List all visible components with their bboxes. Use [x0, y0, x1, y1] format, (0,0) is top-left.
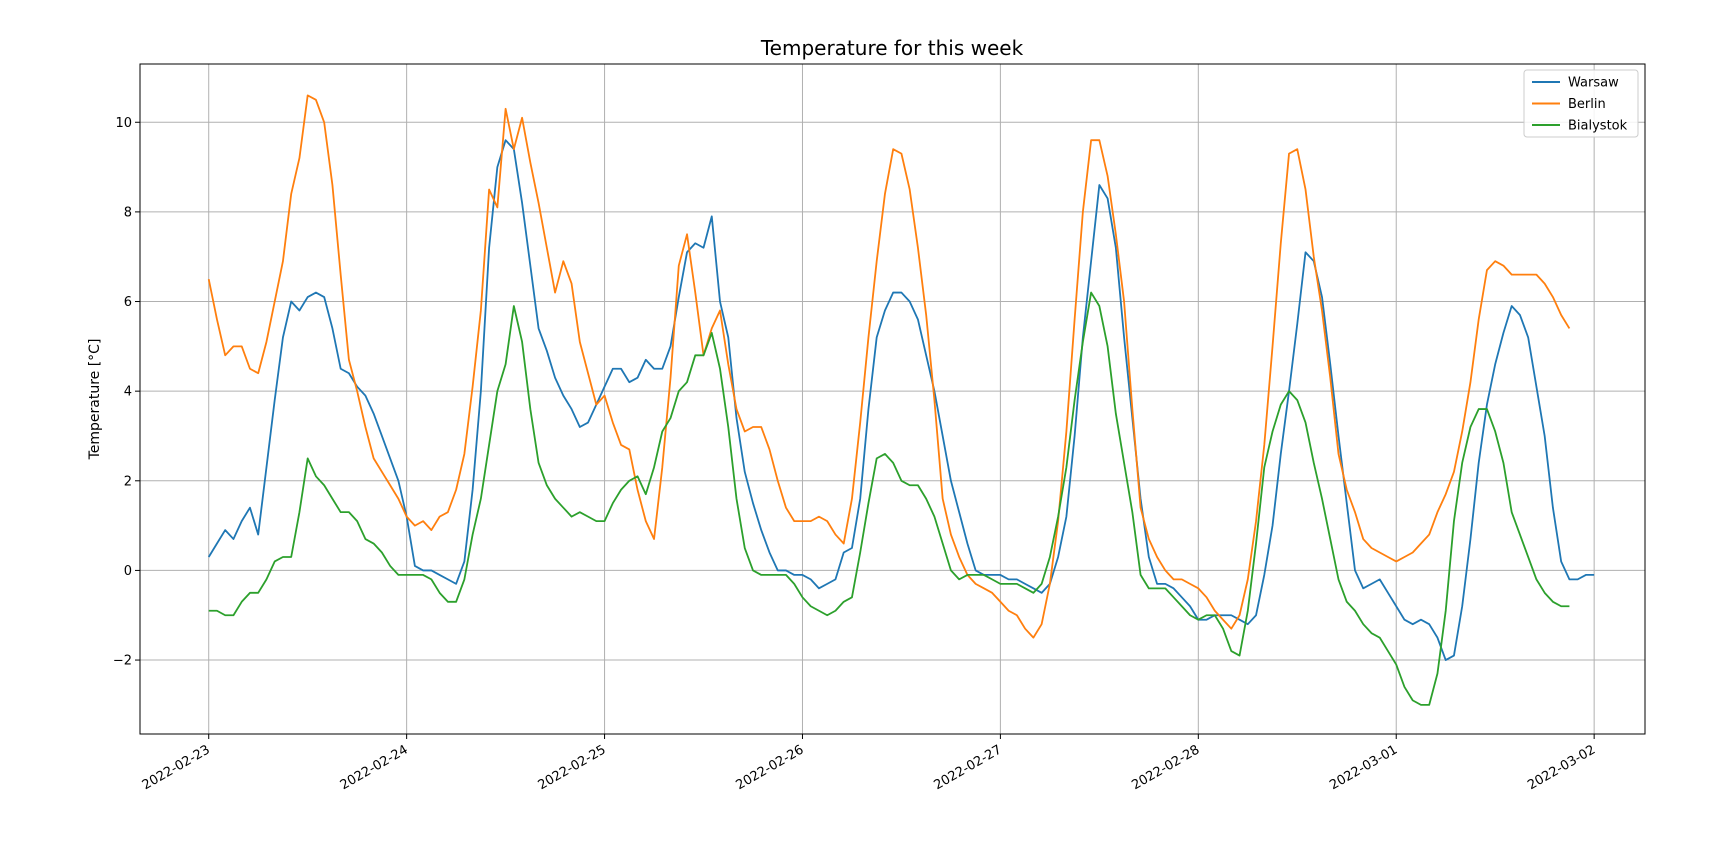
y-tick-label: −2 [113, 654, 132, 669]
y-axis-title: Temperature [°C] [87, 339, 103, 461]
plot-frame [139, 63, 1646, 735]
legend: Warsaw Berlin Bialystok [1523, 69, 1639, 138]
y-tick-label: 8 [124, 205, 132, 220]
y-tick-label: 6 [124, 295, 132, 310]
legend-label-warsaw: Warsaw [1568, 76, 1619, 91]
series-line-bialystok [208, 291, 1570, 706]
legend-box [1523, 69, 1639, 138]
series-line-berlin [207, 94, 1571, 639]
series-line-warsaw [207, 139, 1595, 661]
y-tick-label: 10 [115, 116, 132, 131]
chart-title: Temperature for this week [760, 36, 1024, 60]
y-tick-label: 4 [124, 385, 132, 400]
legend-label-bialystok: Bialystok [1568, 119, 1628, 134]
series-lines [207, 94, 1595, 706]
grid-lines [140, 64, 1645, 734]
y-tick-label: 0 [124, 564, 132, 579]
y-tick-label: 2 [124, 474, 132, 489]
legend-label-berlin: Berlin [1568, 97, 1606, 112]
